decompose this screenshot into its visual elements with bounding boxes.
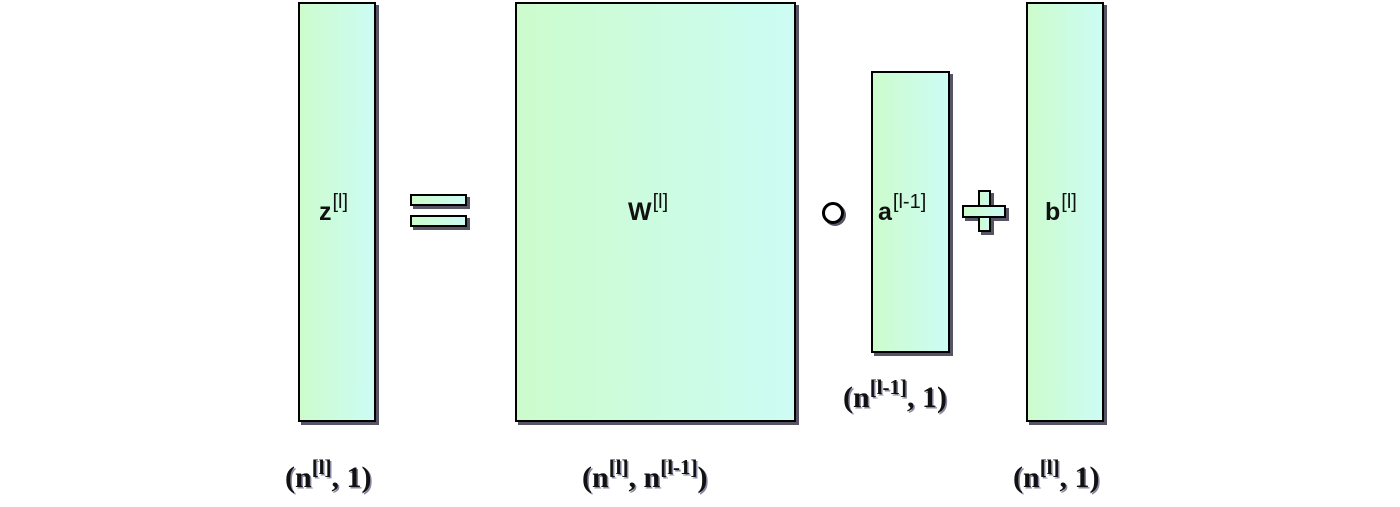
b-vector-block [1026, 2, 1104, 422]
a-superscript: [l-1] [892, 191, 927, 213]
z-vector-label: z[l] [319, 192, 348, 226]
b-symbol: b [1045, 198, 1061, 226]
z-symbol: z [319, 198, 332, 226]
w-matrix-block [515, 2, 796, 422]
w-superscript: [l] [652, 191, 669, 213]
b-dimension-label: (n[l], 1) [1013, 455, 1100, 494]
a-dimension-label: (n[l-1], 1) [843, 375, 948, 414]
w-symbol: W [628, 198, 652, 226]
z-superscript: [l] [332, 191, 349, 213]
a-vector-label: a[l-1] [878, 192, 926, 226]
circle-product-icon [822, 202, 844, 224]
plus-icon [962, 190, 1008, 234]
b-vector-label: b[l] [1045, 192, 1077, 226]
b-superscript: [l] [1061, 191, 1077, 213]
equals-icon [410, 194, 467, 232]
w-dimension-label: (n[l], n[l-1]) [582, 455, 708, 494]
a-symbol: a [878, 198, 892, 226]
w-matrix-label: W[l] [628, 192, 668, 226]
z-vector-block [298, 2, 376, 422]
z-dimension-label: (n[l], 1) [285, 455, 372, 494]
a-vector-block [871, 71, 950, 353]
